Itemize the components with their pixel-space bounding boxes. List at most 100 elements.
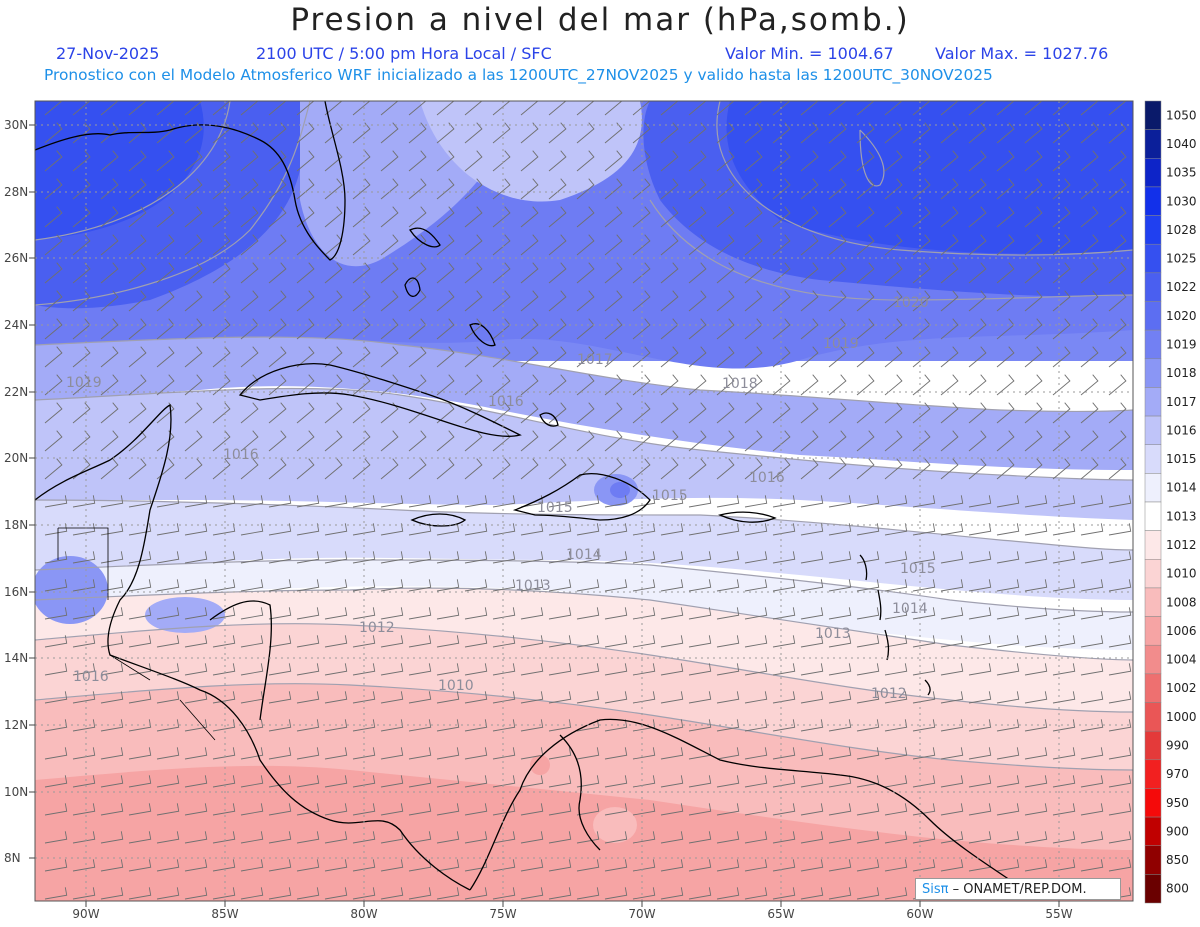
wind-barb — [44, 234, 63, 256]
wind-barb — [436, 178, 455, 200]
wind-barb — [604, 101, 623, 116]
wind-barb — [520, 178, 539, 200]
wind-barb — [968, 122, 987, 144]
wind-barb — [184, 663, 208, 676]
wind-barb — [576, 402, 595, 424]
wind-barb — [1052, 775, 1076, 788]
wind-barb — [1108, 206, 1127, 228]
wind-barb — [1080, 290, 1099, 312]
wind-barb — [380, 262, 399, 284]
wind-barb — [744, 262, 763, 284]
wind-barb — [352, 234, 371, 256]
wind-barb — [1080, 150, 1099, 172]
wind-barb — [492, 290, 511, 312]
wind-barb — [100, 101, 119, 116]
wind-barb — [1080, 374, 1099, 396]
wind-barb — [408, 178, 427, 200]
wind-barb — [464, 234, 483, 256]
wind-barb — [72, 290, 91, 312]
wind-barb — [1024, 803, 1048, 816]
wind-barb — [800, 402, 819, 424]
wind-barb — [660, 551, 684, 564]
wind-barb — [72, 374, 91, 396]
wind-barb — [520, 691, 544, 704]
wind-barb — [1080, 579, 1104, 592]
wind-barb — [604, 374, 623, 396]
wind-barb — [240, 719, 264, 732]
wind-barb — [212, 206, 231, 228]
wind-barb — [408, 458, 427, 480]
wind-barb — [604, 262, 623, 284]
wind-barb — [436, 101, 455, 116]
colorbar-swatch — [1144, 387, 1162, 417]
wind-barb — [464, 206, 483, 228]
wind-barb — [380, 663, 404, 676]
wind-barb — [408, 346, 427, 368]
colorbar-swatch — [1144, 272, 1162, 302]
wind-barb — [1024, 859, 1048, 872]
wind-barb — [212, 495, 236, 508]
wind-barb — [1108, 859, 1132, 872]
wind-barb — [548, 691, 572, 704]
wind-barb — [408, 831, 432, 844]
wind-barb — [296, 262, 315, 284]
wind-barb — [1024, 346, 1043, 368]
wind-barb — [884, 859, 908, 872]
wind-barb — [856, 831, 880, 844]
lat-label: 30N — [4, 118, 28, 132]
colorbar-label: 970 — [1166, 767, 1189, 781]
colorbar-label: 950 — [1166, 796, 1189, 810]
wind-barb — [660, 663, 684, 676]
wind-barb — [744, 402, 763, 424]
wind-barb — [744, 887, 768, 900]
wind-barb — [156, 206, 175, 228]
wind-barb — [604, 430, 623, 452]
wind-barb — [968, 290, 987, 312]
wind-barb — [408, 719, 432, 732]
wind-barb — [268, 458, 287, 480]
wind-barb — [996, 579, 1020, 592]
wind-barb — [744, 458, 763, 480]
wind-barb — [688, 374, 707, 396]
wind-barb — [72, 579, 96, 592]
wind-barb — [1024, 495, 1048, 508]
wind-barb — [492, 719, 516, 732]
wind-barb — [1024, 374, 1043, 396]
wind-barb — [72, 206, 91, 228]
wind-barb — [520, 374, 539, 396]
wind-barb — [1052, 495, 1076, 508]
wind-barb — [408, 101, 427, 116]
wind-barb — [772, 719, 796, 732]
wind-barb — [296, 374, 315, 396]
wind-barb — [688, 495, 712, 508]
wind-barb — [240, 290, 259, 312]
wind-barb — [828, 887, 852, 900]
wind-barb — [1108, 430, 1127, 452]
wind-barb — [296, 635, 320, 648]
wind-barb — [436, 495, 460, 508]
wind-barb — [716, 523, 740, 536]
wind-barb — [1080, 206, 1099, 228]
wind-barb — [324, 747, 348, 760]
wind-barb — [240, 551, 264, 564]
wind-barb — [660, 122, 679, 144]
wind-barb — [44, 691, 68, 704]
wind-barb — [744, 290, 763, 312]
wind-barb — [548, 551, 572, 564]
wind-barb — [856, 607, 880, 620]
colorbar-label: 1016 — [1166, 423, 1197, 437]
wind-barb — [604, 747, 628, 760]
wind-barb — [268, 719, 292, 732]
wind-barb — [1024, 178, 1043, 200]
wind-barb — [800, 719, 824, 732]
wind-barb — [884, 101, 903, 116]
wind-barb — [632, 122, 651, 144]
wind-barb — [296, 458, 315, 480]
wind-barb — [772, 859, 796, 872]
wind-barb — [968, 346, 987, 368]
wind-barb — [856, 859, 880, 872]
wind-barb — [100, 262, 119, 284]
wind-barb — [128, 346, 147, 368]
wind-barb — [380, 346, 399, 368]
